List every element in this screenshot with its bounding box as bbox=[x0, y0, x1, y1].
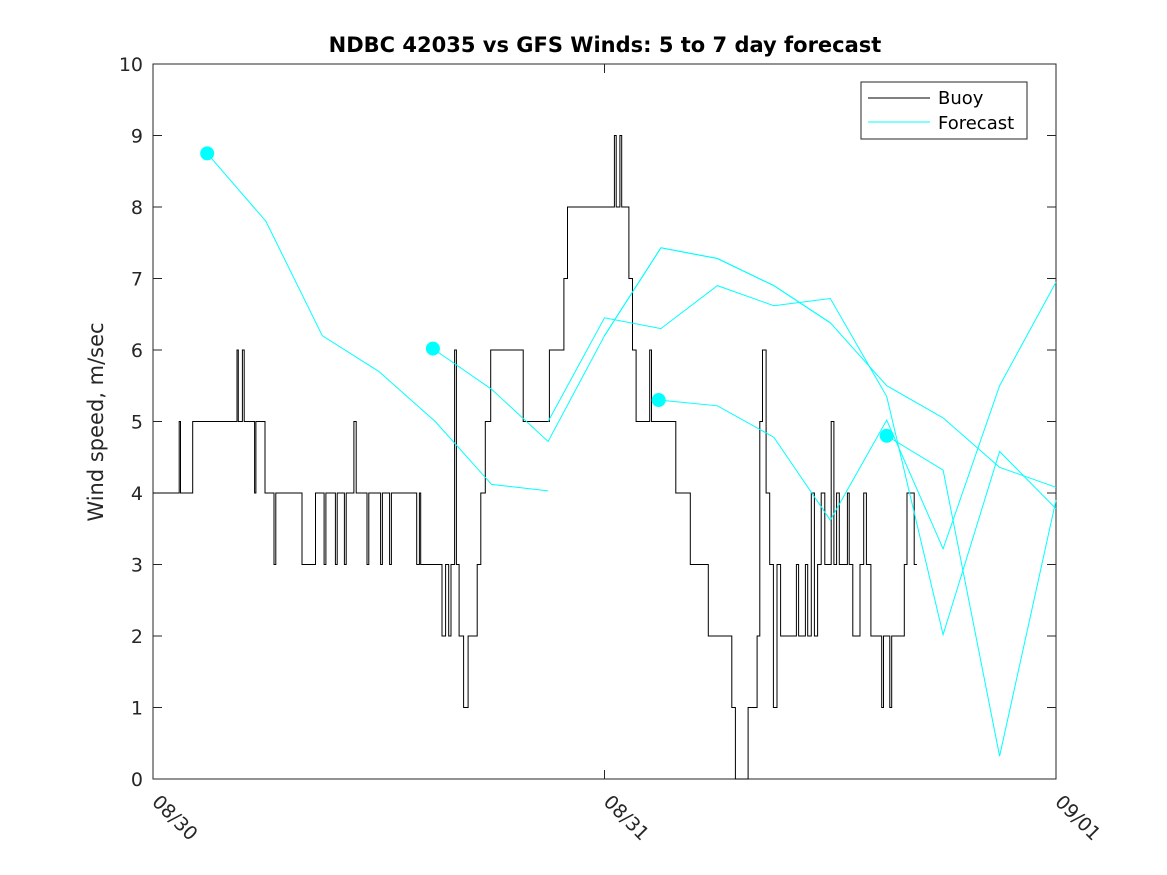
forecast-line-3 bbox=[658, 281, 1057, 551]
y-tick-label-0: 0 bbox=[131, 769, 143, 791]
legend-box bbox=[860, 81, 1028, 140]
forecast-start-marker-3 bbox=[651, 393, 666, 408]
buoy-line bbox=[153, 135, 917, 780]
forecast-line-1 bbox=[206, 153, 549, 492]
y-tick-label-9: 9 bbox=[131, 126, 143, 148]
y-tick-label-10: 10 bbox=[119, 54, 143, 76]
forecast-start-marker-4 bbox=[879, 428, 894, 443]
y-tick-label-1: 1 bbox=[131, 698, 143, 720]
y-tick-label-6: 6 bbox=[131, 340, 143, 362]
forecast-line-6 bbox=[604, 247, 1057, 488]
legend-forecast-label: Forecast bbox=[938, 113, 1014, 134]
forecast-start-marker-2 bbox=[425, 341, 440, 356]
axes-box bbox=[152, 63, 1057, 780]
forecast-start-markers bbox=[200, 146, 894, 443]
forecast-start-marker-1 bbox=[200, 146, 215, 161]
chart-title: NDBC 42035 vs GFS Winds: 5 to 7 day fore… bbox=[329, 33, 882, 57]
y-tick-label-2: 2 bbox=[131, 626, 143, 648]
buoy-series bbox=[153, 135, 917, 780]
forecast-series bbox=[206, 153, 1057, 757]
y-tick-label-8: 8 bbox=[131, 197, 143, 219]
y-tick-label-3: 3 bbox=[131, 555, 143, 577]
legend-buoy-label: Buoy bbox=[938, 88, 984, 109]
legend: Buoy Forecast bbox=[860, 81, 1028, 140]
y-tick-label-7: 7 bbox=[131, 269, 143, 291]
forecast-line-4 bbox=[886, 435, 1057, 757]
y-axis-label: Wind speed, m/sec bbox=[84, 322, 108, 521]
forecast-line-5 bbox=[547, 285, 1057, 637]
y-tick-label-5: 5 bbox=[131, 412, 143, 434]
y-tick-label-4: 4 bbox=[131, 483, 143, 505]
